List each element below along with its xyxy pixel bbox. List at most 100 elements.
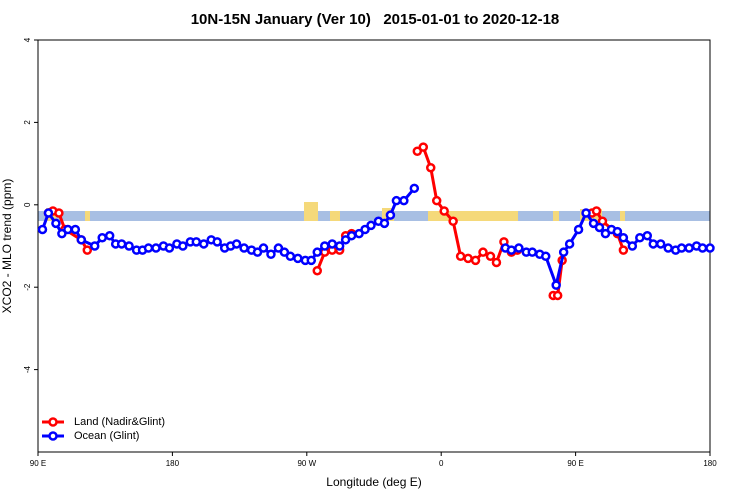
point	[97, 233, 107, 243]
x-tick-label: 90 E	[30, 459, 46, 468]
point	[684, 243, 694, 253]
point	[43, 208, 54, 218]
point	[279, 247, 290, 257]
point	[312, 265, 323, 276]
point	[573, 224, 584, 235]
point	[37, 224, 48, 235]
chart-title: 10N-15N January (Ver 10) 2015-01-01 to 2…	[191, 11, 560, 28]
y-tick-label: 0	[23, 202, 32, 207]
point	[591, 206, 602, 216]
point	[273, 243, 284, 253]
point	[418, 142, 429, 152]
point	[124, 241, 134, 251]
point	[89, 241, 100, 251]
point	[340, 235, 351, 245]
point	[178, 241, 188, 251]
point	[600, 228, 611, 239]
point	[391, 195, 402, 206]
point	[252, 247, 263, 257]
point	[409, 183, 420, 194]
point	[258, 243, 269, 253]
point	[455, 251, 466, 262]
legend-label: Land (Nadir&Glint)	[74, 416, 165, 428]
point	[212, 237, 222, 247]
point	[239, 243, 249, 253]
point	[491, 257, 502, 268]
y-tick-label: 4	[23, 37, 32, 42]
point	[478, 247, 488, 257]
y-tick-label: 2	[23, 120, 32, 125]
point	[293, 253, 303, 264]
y-tick-label: -2	[23, 283, 32, 291]
point	[581, 208, 591, 218]
point	[588, 218, 599, 229]
legend-label: Ocean (Glint)	[74, 430, 139, 442]
x-tick-label: 0	[439, 459, 444, 468]
point	[70, 224, 81, 235]
point	[385, 210, 396, 220]
point	[51, 218, 61, 229]
point	[346, 230, 357, 241]
point	[514, 243, 524, 253]
map-strip	[38, 202, 710, 221]
point	[306, 255, 317, 266]
point	[540, 251, 551, 262]
point	[54, 208, 64, 218]
series-line	[47, 144, 625, 297]
point	[116, 239, 127, 249]
point	[470, 255, 481, 266]
point	[642, 230, 653, 241]
point	[558, 247, 569, 257]
series-line	[41, 187, 710, 291]
x-tick-label: 180	[703, 459, 717, 468]
point	[164, 243, 175, 253]
point	[266, 249, 276, 259]
point	[57, 228, 67, 239]
point	[627, 241, 638, 251]
point	[552, 290, 563, 301]
point	[431, 195, 442, 206]
point	[705, 243, 715, 253]
point	[63, 224, 73, 235]
point	[199, 239, 209, 249]
point	[463, 253, 473, 264]
point	[312, 247, 323, 257]
legend-marker	[48, 431, 58, 441]
point	[82, 245, 93, 255]
point	[648, 239, 659, 249]
x-tick-label: 90 W	[297, 459, 316, 468]
point	[663, 243, 673, 253]
point	[76, 235, 87, 245]
point	[618, 245, 629, 255]
point	[143, 243, 154, 253]
point	[379, 218, 390, 229]
point	[527, 247, 538, 257]
point	[655, 239, 666, 249]
point	[399, 195, 409, 206]
x-axis-label: Longitude (deg E)	[326, 475, 421, 489]
point	[506, 245, 517, 255]
point	[425, 162, 436, 173]
x-tick-label: 180	[166, 459, 180, 468]
y-tick-label: -4	[23, 365, 32, 373]
point	[104, 230, 115, 241]
legend-marker	[48, 417, 58, 427]
point	[564, 239, 575, 249]
point	[635, 233, 645, 243]
point	[412, 146, 423, 156]
point	[285, 251, 296, 262]
point	[319, 241, 330, 251]
point	[231, 239, 242, 249]
x-tick-label: 90 E	[567, 459, 583, 468]
point	[191, 237, 202, 247]
y-axis-label: XCO2 - MLO trend (ppm)	[0, 179, 14, 314]
point	[366, 220, 376, 231]
point	[327, 239, 337, 249]
point	[697, 243, 708, 253]
point	[439, 206, 449, 216]
point	[612, 226, 623, 237]
point	[551, 280, 561, 290]
point	[485, 251, 496, 262]
point	[594, 222, 605, 233]
